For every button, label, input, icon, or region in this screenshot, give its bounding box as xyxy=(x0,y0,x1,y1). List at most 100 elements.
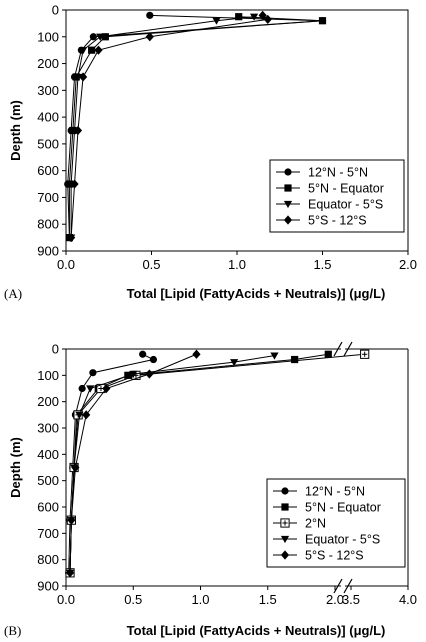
panel-label: (A) xyxy=(4,286,22,301)
y-tick-label: 800 xyxy=(37,217,59,232)
y-tick-label: 300 xyxy=(37,83,59,98)
legend-item: Equator - 5°S xyxy=(276,198,383,212)
x-tick-label: 0.0 xyxy=(57,257,75,272)
legend-label: 5°S - 12°S xyxy=(305,549,364,563)
data-point xyxy=(70,179,79,189)
series-line xyxy=(68,353,155,573)
legend-marker xyxy=(283,215,293,225)
data-point xyxy=(101,33,109,41)
legend-label: 12°N - 5°N xyxy=(305,485,365,499)
legend-marker xyxy=(284,184,292,192)
plot-frame xyxy=(65,348,409,587)
y-tick-label: 100 xyxy=(37,29,59,44)
legend-item: 12°N - 5°N xyxy=(273,485,365,499)
data-point xyxy=(250,13,259,21)
data-point xyxy=(139,350,147,358)
y-tick-label: 600 xyxy=(37,500,59,515)
legend-item: 5°S - 12°S xyxy=(273,549,364,563)
y-tick-label: 0 xyxy=(52,3,59,18)
legend-marker xyxy=(280,550,290,560)
y-axis-label: Depth (m) xyxy=(8,437,23,498)
data-point xyxy=(71,462,80,473)
data-point xyxy=(75,411,84,419)
y-tick-label: 400 xyxy=(37,110,59,125)
x-tick-label: 1.5 xyxy=(259,592,277,607)
series-2 xyxy=(67,13,259,242)
data-point xyxy=(67,233,76,243)
legend-item: 5°S - 12°S xyxy=(276,214,367,228)
legend-label: 2°N xyxy=(305,517,326,531)
legend-marker xyxy=(281,487,289,495)
legend-marker xyxy=(280,518,290,528)
data-point xyxy=(73,125,83,136)
data-point xyxy=(102,383,111,394)
data-point xyxy=(146,11,154,19)
data-point xyxy=(235,13,243,21)
y-axis-label: Depth (m) xyxy=(8,100,23,161)
data-point xyxy=(145,369,154,379)
data-point xyxy=(94,45,103,55)
x-tick-label: 0.5 xyxy=(124,592,142,607)
series-line xyxy=(68,16,323,238)
data-point xyxy=(360,349,370,359)
series-line xyxy=(70,14,270,238)
legend-label: Equator - 5°S xyxy=(305,533,380,547)
legend-marker xyxy=(284,168,292,176)
y-tick-label: 900 xyxy=(37,244,59,259)
series-3 xyxy=(67,10,272,243)
x-tick-label: 2.0 xyxy=(399,257,417,272)
data-point xyxy=(82,410,91,420)
y-tick-label: 700 xyxy=(37,190,59,205)
y-tick-label: 700 xyxy=(37,526,59,541)
series-4 xyxy=(65,349,201,578)
legend-item: Equator - 5°S xyxy=(273,533,380,547)
y-tick-label: 500 xyxy=(37,136,59,151)
data-point xyxy=(88,46,96,54)
data-point xyxy=(192,349,201,359)
legend-label: 12°N - 5°N xyxy=(308,166,368,180)
series-line xyxy=(70,16,255,238)
data-point xyxy=(145,32,154,42)
legend-label: 5°N - Equator xyxy=(305,501,381,515)
data-point xyxy=(263,14,272,24)
legend-item: 5°N - Equator xyxy=(273,501,381,515)
legend-item: 5°N - Equator xyxy=(276,182,384,196)
data-point xyxy=(212,17,221,25)
legend-marker xyxy=(280,535,290,544)
data-point xyxy=(291,355,299,364)
data-point xyxy=(86,385,95,393)
data-point xyxy=(89,369,97,377)
data-point xyxy=(73,73,83,82)
legend: 12°N - 5°N 5°N - Equator Equator - 5°S 5°S … xyxy=(269,159,405,233)
x-tick-label: 4.0 xyxy=(399,592,417,607)
legend: 12°N - 5°N 5°N - Equator 2°N Equator - 5°S 5… xyxy=(266,478,406,568)
data-point xyxy=(258,10,267,20)
x-tick-label: 0.5 xyxy=(142,257,160,272)
series-3 xyxy=(65,352,279,577)
data-point xyxy=(324,350,332,358)
data-point xyxy=(230,359,239,367)
y-tick-label: 500 xyxy=(37,473,59,488)
legend-marker xyxy=(283,200,293,209)
x-tick-label: 1.0 xyxy=(228,257,246,272)
y-tick-label: 0 xyxy=(52,342,59,357)
panel-label: (B) xyxy=(4,623,21,638)
x-tick-label: 1.0 xyxy=(191,592,209,607)
legend-item: 2°N xyxy=(273,517,326,531)
data-point xyxy=(89,33,97,41)
data-point xyxy=(318,17,327,25)
legend-item: 12°N - 5°N xyxy=(276,166,368,180)
y-tick-label: 300 xyxy=(37,421,59,436)
axis-break-marks xyxy=(333,341,353,594)
x-tick-label: 2.0 xyxy=(326,592,344,607)
data-point xyxy=(78,384,86,393)
y-tick-label: 800 xyxy=(37,552,59,567)
x-tick-label: 1.5 xyxy=(313,257,331,272)
data-point xyxy=(96,33,105,41)
x-axis-label: Total [Lipid (FattyAcids + Neutrals)] (μ… xyxy=(127,286,386,301)
data-point xyxy=(67,515,76,525)
legend-label: 5°S - 12°S xyxy=(308,214,367,228)
legend-label: 5°N - Equator xyxy=(308,182,384,196)
